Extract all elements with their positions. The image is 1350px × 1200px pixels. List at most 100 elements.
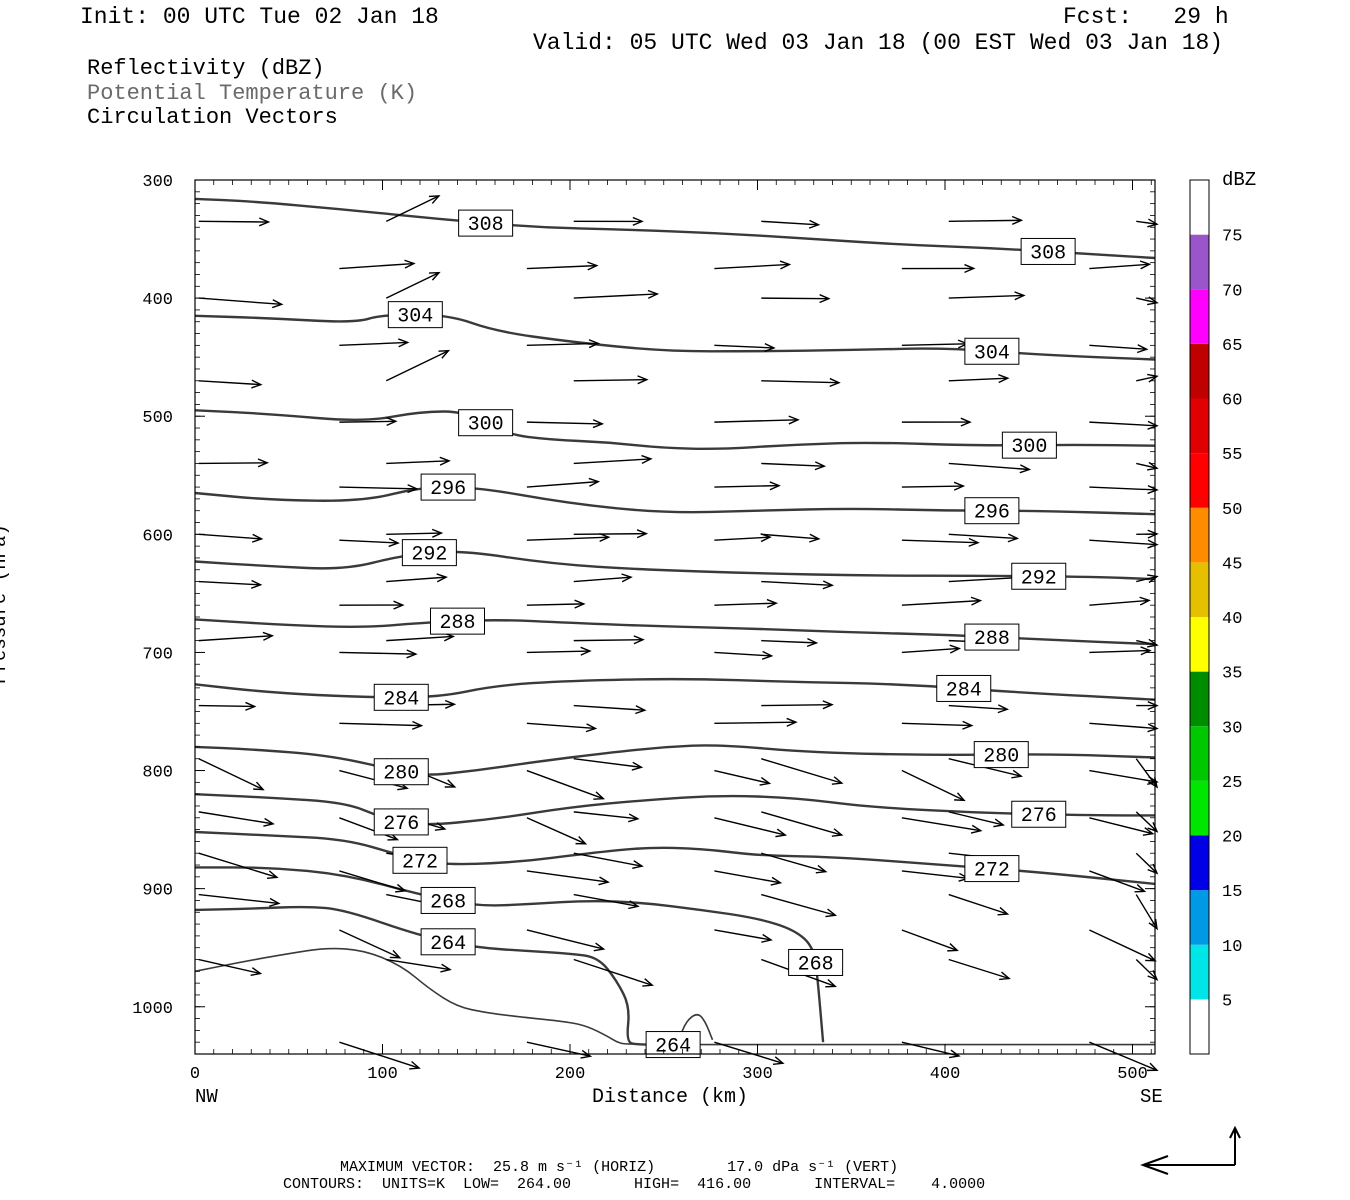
vector-arrowhead: [632, 216, 644, 226]
vector-arrowhead: [407, 484, 419, 494]
circulation-vector: [573, 458, 651, 465]
header-valid-time: Valid: 05 UTC Wed 03 Jan 18 (00 EST Wed …: [533, 30, 1224, 56]
vector-arrowhead: [769, 481, 781, 491]
colorbar-segment: [1190, 726, 1209, 781]
vector-arrowhead: [588, 477, 601, 487]
contour-label: 272: [402, 851, 438, 874]
colorbar-segment: [1190, 343, 1209, 399]
circulation-vector: [1089, 769, 1158, 783]
colorbar-unit-label: dBZ: [1222, 169, 1257, 191]
vector-arrowhead: [1139, 596, 1151, 606]
vector-arrowhead: [1147, 970, 1159, 981]
circulation-vector: [385, 271, 440, 299]
circulation-vector: [1135, 852, 1158, 874]
colorbar-tick-label: 25: [1222, 774, 1242, 793]
colorbar-segment: [1190, 234, 1209, 290]
vector-arrowhead: [831, 828, 844, 837]
vector-arrowhead: [647, 289, 660, 299]
circulation-vector: [901, 539, 979, 544]
circulation-vector: [901, 870, 969, 880]
plot-frame: [194, 179, 1156, 1055]
circulation-vector: [526, 722, 596, 730]
contour-label-box: [392, 846, 448, 874]
colorbar-segment: [1190, 289, 1209, 344]
vector-arrowhead: [628, 813, 640, 823]
vector-arrowhead: [815, 864, 828, 874]
contour-label: 300: [1011, 436, 1047, 459]
vector-arrowhead: [1147, 723, 1159, 733]
vector-arrowhead: [825, 908, 838, 918]
circulation-vector: [386, 460, 450, 465]
contour-label: 272: [974, 860, 1010, 883]
contour-label: 304: [397, 306, 433, 329]
vector-arrowhead: [580, 646, 592, 656]
circulation-vector: [198, 380, 261, 386]
vector-arrowhead: [999, 971, 1011, 981]
colorbar-tick-label: 60: [1222, 392, 1242, 411]
vector-arrowhead: [1014, 291, 1026, 301]
circulation-vector: [901, 722, 972, 727]
vector-arrowhead: [635, 705, 647, 715]
circulation-vector: [761, 639, 817, 644]
vector-arrowhead: [1147, 529, 1159, 539]
legend-reflectivity: Reflectivity (dBZ): [87, 56, 325, 81]
circulation-vector: [573, 893, 639, 908]
vector-arrowhead: [949, 644, 962, 654]
x-tick-label: 400: [930, 1065, 961, 1084]
circulation-vector: [1089, 421, 1158, 427]
x-tick-label: 200: [555, 1065, 586, 1084]
circulation-vector: [385, 195, 440, 222]
contour-label-box: [936, 674, 992, 702]
vector-arrowhead: [1011, 215, 1024, 225]
colorbar-segment: [1190, 562, 1209, 617]
contour-label: 284: [383, 688, 419, 711]
colorbar-segment: [1190, 835, 1209, 891]
circulation-vector: [761, 297, 829, 300]
contour-label: 292: [1021, 567, 1057, 590]
circulation-vector: [761, 893, 836, 916]
vector-arrowhead: [948, 1049, 961, 1059]
vector-arrowhead: [258, 217, 271, 227]
circulation-vector: [526, 817, 586, 845]
colorbar-tick-label: 50: [1222, 501, 1242, 520]
circulation-vector: [526, 769, 604, 800]
contour-layer: [194, 197, 1156, 1046]
contour-label-box: [420, 886, 476, 914]
vector-arrowhead: [997, 906, 1010, 916]
circulation-vector: [1089, 929, 1156, 962]
vector-arrowhead: [262, 631, 275, 641]
colorbar-tick-label: 20: [1222, 829, 1242, 848]
colorbar-tick-label: 5: [1222, 992, 1232, 1011]
vector-arrowhead: [1147, 776, 1159, 785]
vector-arrowhead: [1147, 296, 1159, 306]
contour-line: [194, 947, 1155, 1046]
circulation-vector: [948, 294, 1024, 299]
circulation-vector: [573, 704, 645, 711]
y-tick-label: 900: [142, 882, 173, 901]
colorbar-tick-label: 55: [1222, 446, 1242, 465]
circulation-vector: [948, 377, 1008, 382]
y-tick-label: 800: [142, 764, 173, 783]
footer-contour-info: CONTOURS: UNITS=K LOW= 264.00 HIGH= 416.…: [283, 1176, 986, 1193]
colorbar-tick-label: 15: [1222, 883, 1242, 902]
vector-arrowhead: [269, 897, 281, 907]
vector-arrowhead: [947, 943, 959, 952]
circulation-vector: [526, 870, 609, 883]
vector-arrowhead: [251, 379, 263, 389]
contour-label-box: [458, 409, 514, 437]
circulation-vector: [573, 576, 632, 583]
contour-line: [194, 618, 1156, 646]
contour-label: 296: [974, 502, 1010, 525]
contour-label: 288: [974, 628, 1010, 651]
circulation-vector: [761, 462, 825, 467]
circulation-vector: [1135, 959, 1158, 981]
x-axis-left-end-label: NW: [195, 1086, 218, 1108]
vector-arrowhead: [970, 596, 983, 606]
circulation-vector: [198, 220, 269, 223]
circulation-vector: [761, 852, 826, 873]
contour-line: [194, 313, 1156, 361]
circulation-vector: [1089, 817, 1153, 835]
vector-arrowhead: [1134, 884, 1147, 893]
circulation-vector: [1135, 894, 1158, 930]
circulation-vector: [573, 758, 642, 769]
